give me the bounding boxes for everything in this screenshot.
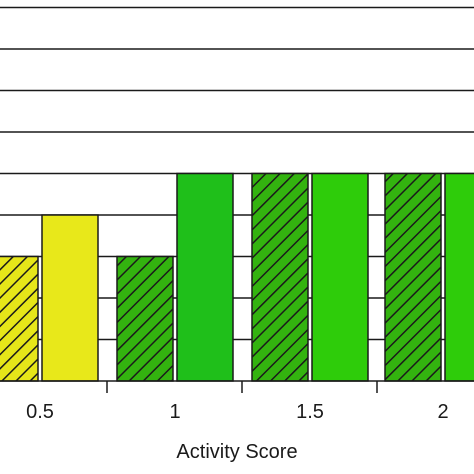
bar-hatched-0	[0, 255, 39, 382]
x-ticks	[106, 381, 378, 393]
x-tick-label-3: 2	[437, 401, 448, 423]
x-axis-title: Activity Score	[176, 441, 297, 463]
x-tick-label-2: 1.5	[296, 401, 324, 423]
bar-solid-3	[444, 172, 474, 382]
bar-solid-1	[176, 172, 234, 382]
bar-hatched-1	[116, 255, 174, 382]
x-tick-label-0: 0.5	[26, 401, 54, 423]
x-tick-label-1: 1	[169, 401, 180, 423]
bars-group	[0, 172, 474, 382]
bar-hatched-3	[384, 172, 442, 382]
bar-solid-0	[41, 214, 99, 382]
bar-hatched-2	[251, 172, 309, 382]
bar-solid-2	[311, 172, 369, 382]
